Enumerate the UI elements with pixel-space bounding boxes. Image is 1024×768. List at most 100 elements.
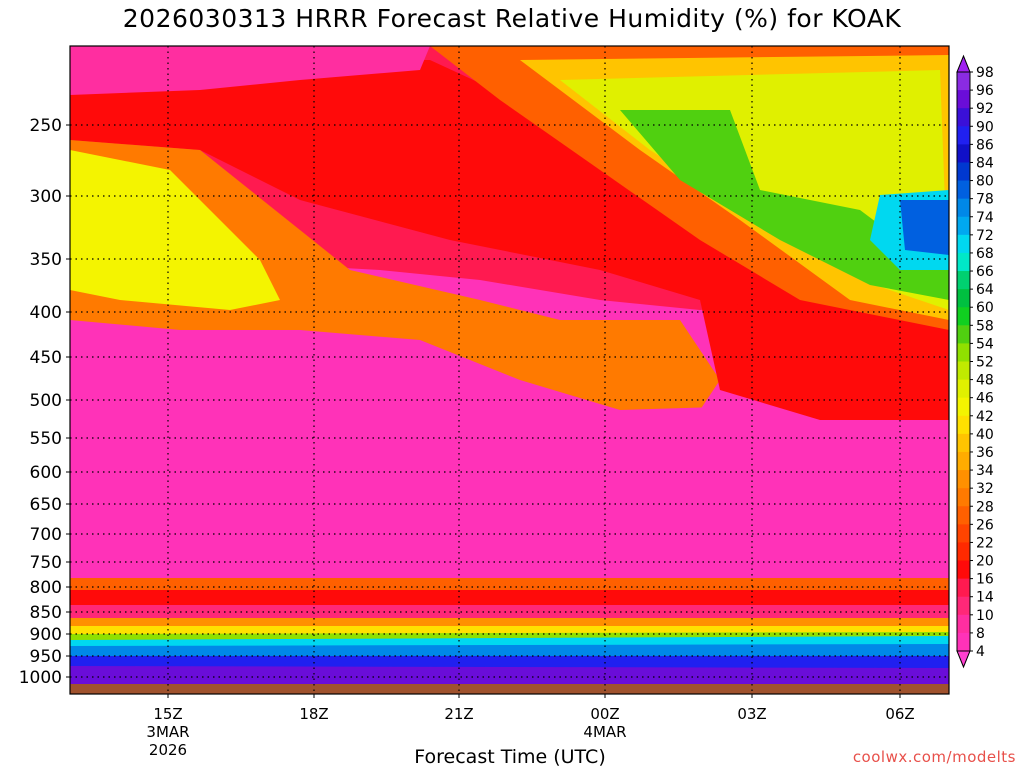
- y-tick-label: 550: [30, 429, 62, 449]
- y-tick-label: 900: [30, 625, 62, 645]
- rh-region-pink-mid: [70, 330, 949, 580]
- x-tick-sublabel: 4MAR: [583, 723, 626, 741]
- y-tick-label: 500: [30, 391, 62, 411]
- rh-region-purple-pbl: [70, 666, 949, 684]
- y-tick-label: 450: [30, 348, 62, 368]
- colorbar-swatch: [957, 162, 970, 182]
- colorbar-swatch: [957, 234, 970, 254]
- y-tick-label: 750: [30, 553, 62, 573]
- colorbar-label: 20: [976, 554, 994, 570]
- y-tick-label: 800: [30, 578, 62, 598]
- x-tick-label: 18Z: [299, 705, 328, 723]
- colorbar-swatch: [957, 307, 970, 326]
- y-tick-label: 850: [30, 603, 62, 623]
- colorbar-swatch: [957, 506, 970, 525]
- colorbar-label: 34: [976, 463, 994, 479]
- colorbar-label: 42: [976, 409, 994, 425]
- rh-region-yellow-left: [70, 150, 280, 310]
- colorbar-swatch: [957, 560, 970, 580]
- x-tick-label: 00Z: [590, 705, 619, 723]
- x-tick-label: 06Z: [885, 705, 914, 723]
- colorbar-swatch: [957, 542, 970, 562]
- colorbar: 9896929086848078747268666460585452484642…: [956, 54, 994, 669]
- credit-text: coolwx.com/modelts: [852, 748, 1016, 766]
- chart-title: 2026030313 HRRR Forecast Relative Humidi…: [122, 4, 902, 33]
- y-axis: 2503003504004505005506006507007508008509…: [19, 116, 70, 688]
- colorbar-label: 28: [976, 499, 994, 515]
- colorbar-swatch: [957, 126, 970, 145]
- heatmap-field: [70, 46, 949, 694]
- y-tick-label: 350: [30, 250, 62, 270]
- x-tick-sublabel: 2026: [149, 741, 187, 759]
- colorbar-label: 86: [976, 137, 994, 153]
- colorbar-swatch: [957, 596, 970, 616]
- colorbar-swatch: [957, 433, 970, 453]
- colorbar-label: 48: [976, 373, 994, 389]
- colorbar-label: 4: [976, 644, 985, 660]
- colorbar-label: 90: [976, 119, 994, 135]
- colorbar-swatch: [957, 397, 970, 417]
- y-tick-label: 250: [30, 116, 62, 136]
- x-tick-label: 03Z: [737, 705, 766, 723]
- colorbar-label: 66: [976, 264, 994, 280]
- colorbar-label: 8: [976, 626, 985, 642]
- colorbar-swatch: [957, 72, 970, 91]
- y-tick-label: 300: [30, 187, 62, 207]
- colorbar-label: 54: [976, 336, 994, 352]
- colorbar-label: 84: [976, 155, 994, 171]
- colorbar-swatch: [957, 252, 970, 272]
- colorbar-label: 80: [976, 174, 994, 190]
- colorbar-extend-top: [956, 54, 971, 73]
- colorbar-label: 60: [976, 300, 994, 316]
- colorbar-label: 98: [976, 65, 994, 81]
- rh-region-red-mid: [700, 300, 949, 420]
- colorbar-swatch: [957, 198, 970, 218]
- colorbar-swatch: [957, 271, 970, 290]
- colorbar-swatch: [957, 470, 970, 489]
- colorbar-label: 92: [976, 101, 994, 117]
- colorbar-swatch: [957, 488, 970, 507]
- colorbar-swatch: [957, 632, 970, 652]
- colorbar-label: 78: [976, 192, 994, 208]
- colorbar-label: 40: [976, 427, 994, 443]
- rh-region-orange-left: [70, 140, 720, 410]
- colorbar-label: 14: [976, 590, 994, 606]
- x-tick-sublabel: 3MAR: [146, 723, 189, 741]
- colorbar-swatch: [957, 379, 970, 399]
- colorbar-swatch: [957, 524, 970, 543]
- colorbar-swatch: [957, 289, 970, 308]
- colorbar-label: 52: [976, 355, 994, 371]
- colorbar-label: 22: [976, 535, 994, 551]
- x-tick-label: 21Z: [444, 705, 473, 723]
- colorbar-swatch: [957, 325, 970, 344]
- colorbar-swatch: [957, 90, 970, 109]
- colorbar-swatch: [957, 144, 970, 163]
- colorbar-swatch: [957, 451, 970, 471]
- colorbar-swatch: [957, 343, 970, 362]
- colorbar-swatch: [957, 216, 970, 236]
- colorbar-label: 64: [976, 282, 994, 298]
- x-axis-label: Forecast Time (UTC): [414, 746, 606, 768]
- colorbar-label: 72: [976, 228, 994, 244]
- y-tick-label: 1000: [19, 668, 62, 688]
- colorbar-label: 16: [976, 572, 994, 588]
- colorbar-extend-bottom: [956, 650, 971, 669]
- colorbar-label: 10: [976, 608, 994, 624]
- colorbar-label: 46: [976, 391, 994, 407]
- plot-frame: [69, 45, 950, 695]
- y-tick-label: 700: [30, 525, 62, 545]
- rh-region-pink-top: [70, 46, 430, 95]
- grid: [70, 46, 949, 694]
- colorbar-label: 68: [976, 246, 994, 262]
- colorbar-label: 74: [976, 210, 994, 226]
- rh-region-green: [620, 110, 949, 300]
- rh-region-blue-upper: [900, 200, 949, 255]
- colorbar-swatch: [957, 578, 970, 598]
- colorbar-swatch: [957, 180, 970, 200]
- colorbar-swatch: [957, 361, 970, 381]
- y-tick-label: 950: [30, 647, 62, 667]
- colorbar-label: 36: [976, 445, 994, 461]
- colorbar-swatch: [957, 614, 970, 634]
